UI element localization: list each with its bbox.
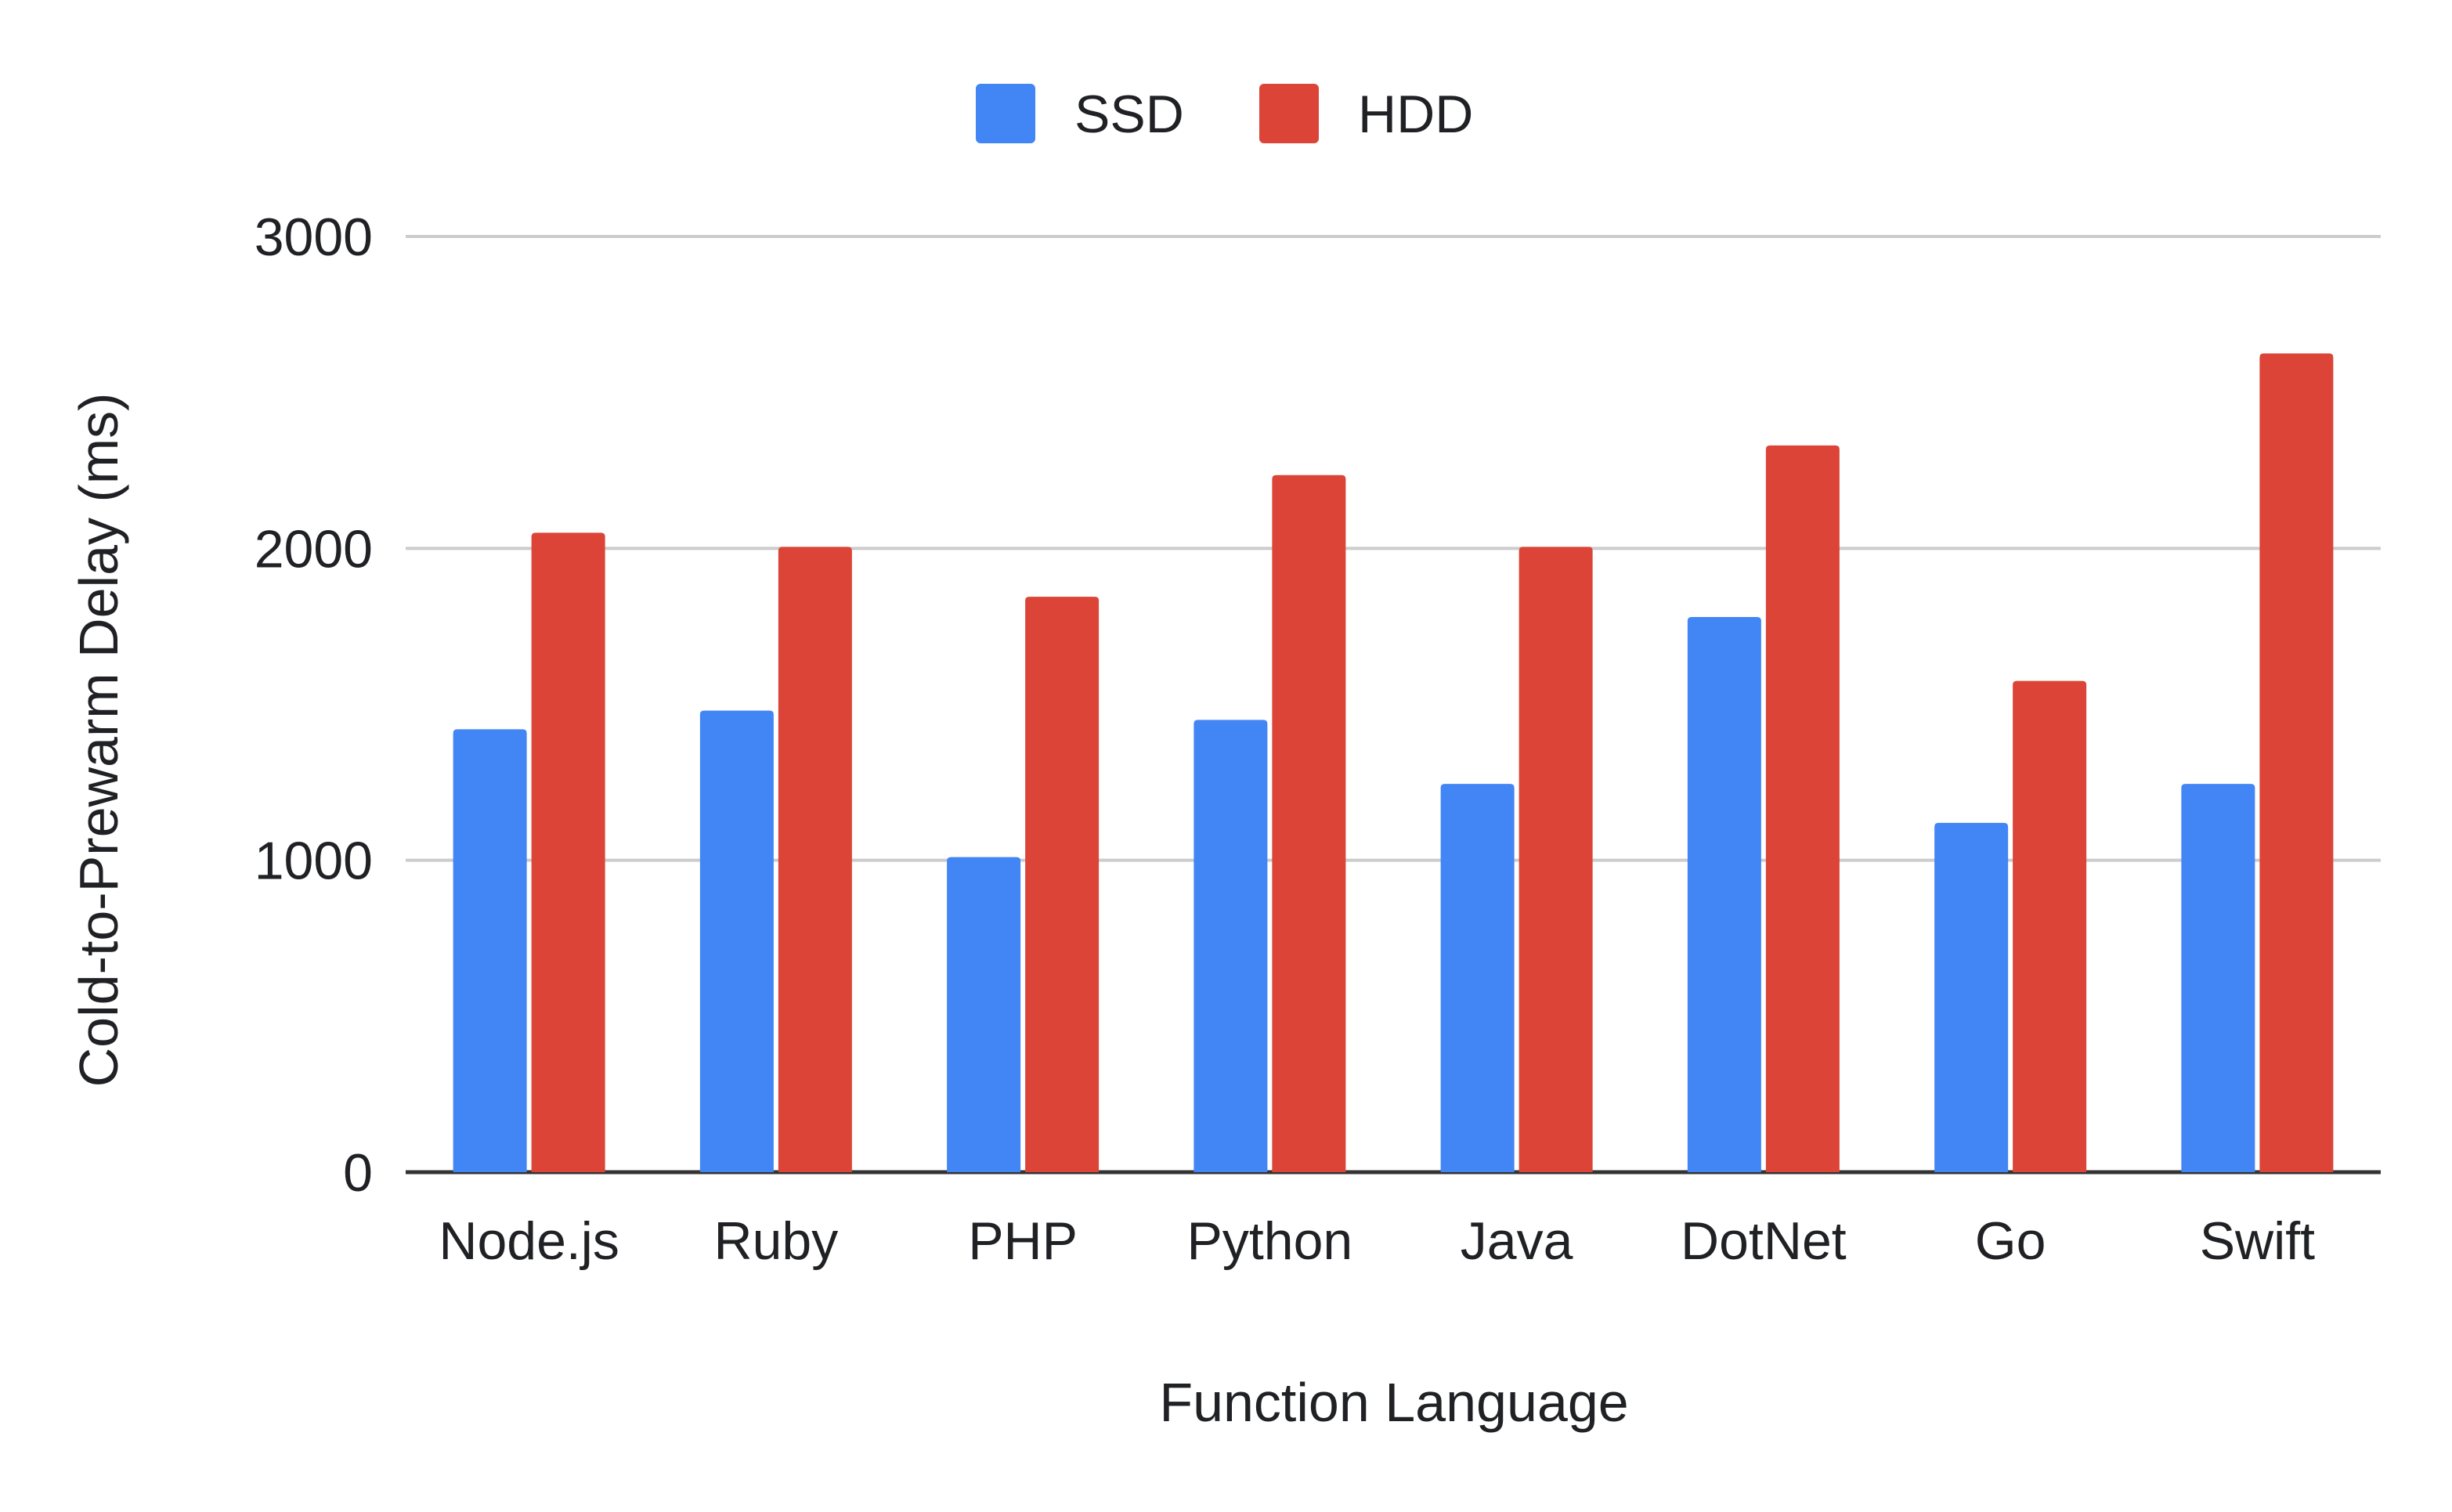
bar-ssd-go <box>1934 822 2009 1172</box>
y-tick-label: 1000 <box>255 832 373 891</box>
legend-label-ssd: SSD <box>1074 85 1184 144</box>
x-tick-label: Node.js <box>439 1211 619 1271</box>
bar-hdd-swift <box>2259 353 2334 1172</box>
bar-ssd-ruby <box>699 710 774 1172</box>
legend-swatch-hdd <box>1259 84 1319 143</box>
legend-label-hdd: HDD <box>1358 85 1473 144</box>
bar-hdd-ruby <box>778 547 852 1172</box>
y-tick-label: 2000 <box>255 519 373 579</box>
legend: SSD HDD <box>976 84 1473 144</box>
bar-hdd-php <box>1025 597 1100 1172</box>
bar-hdd-python <box>1272 475 1346 1172</box>
x-tick-label: PHP <box>968 1211 1078 1271</box>
y-axis-title: Cold-to-Prewarm Delay (ms) <box>68 393 129 1088</box>
y-tick-label: 0 <box>343 1143 373 1203</box>
x-tick-label: Python <box>1187 1211 1353 1271</box>
x-tick-label: Ruby <box>714 1211 839 1271</box>
x-tick-label: DotNet <box>1681 1211 1847 1271</box>
y-tick-label: 3000 <box>255 207 373 267</box>
x-tick-label: Java <box>1461 1211 1573 1271</box>
bar-ssd-swift <box>2181 784 2255 1172</box>
y-axis-ticks: 0 1000 2000 3000 <box>255 207 373 1203</box>
bar-ssd-dotnet <box>1687 616 1761 1172</box>
bar-hdd-dotnet <box>1765 445 1840 1172</box>
bar-ssd-node-js <box>453 729 527 1172</box>
bar-hdd-go <box>2013 680 2087 1172</box>
x-tick-label: Go <box>1975 1211 2046 1271</box>
bar-ssd-python <box>1193 720 1268 1172</box>
bars <box>453 353 2334 1172</box>
bar-ssd-java <box>1440 784 1515 1172</box>
x-axis-ticks: Node.js Ruby PHP Python Java DotNet Go Swift <box>439 1211 2315 1271</box>
legend-swatch-ssd <box>976 84 1035 143</box>
x-axis-title: Function Language <box>1159 1372 1628 1433</box>
bar-hdd-java <box>1519 547 1593 1172</box>
bar-ssd-php <box>947 857 1021 1172</box>
bar-hdd-node-js <box>531 532 605 1172</box>
x-tick-label: Swift <box>2200 1211 2315 1271</box>
